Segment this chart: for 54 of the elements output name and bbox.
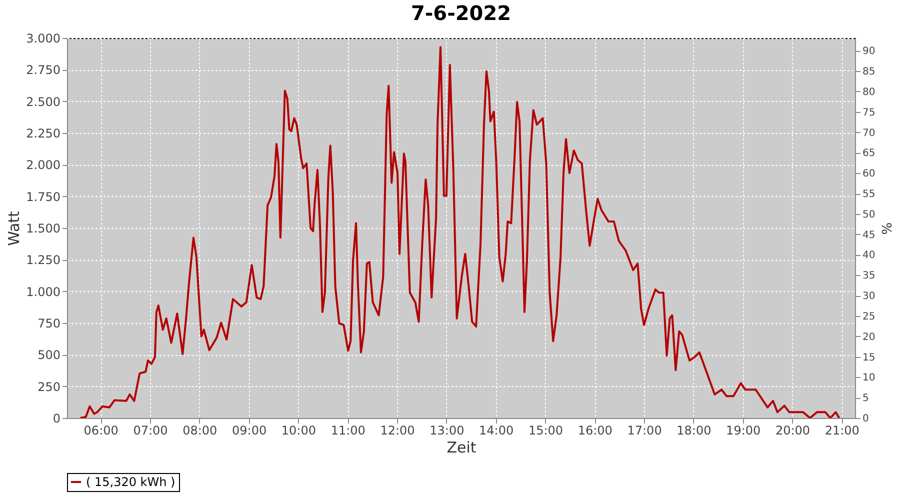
chart-title: 7-6-2022 [410,1,512,25]
y2-tick-label: 20 [862,332,876,343]
y2-tick-label: 30 [862,291,876,302]
y2-axis-title: % [878,222,894,235]
y-tick-label: 1.000 [26,284,60,299]
x-axis-title: Zeit [446,438,476,456]
x-tick-label: 17:00 [627,424,662,438]
y-tick-label: 2.750 [26,63,60,78]
y2-tick-label: 15 [862,352,876,364]
y2-tick-label: 75 [862,107,876,118]
x-tick-label: 11:00 [330,424,366,438]
y2-tick-label: 90 [862,46,876,58]
x-tick-label: 20:00 [775,424,810,438]
y2-tick-label: 80 [862,86,876,98]
x-tick-label: 21:00 [824,424,860,438]
line-series [79,46,840,418]
y-tick-label: 1.500 [26,222,60,236]
x-tick-label: 07:00 [133,424,168,438]
x-tick-label: 09:00 [232,424,267,438]
x-tick-label: 12:00 [380,424,415,438]
legend-label: ( 15,320 kWh ) [86,475,176,489]
y-tick-label: 0 [52,412,60,426]
y-tick-label: 500 [38,348,60,362]
y-tick-label: 750 [38,316,60,330]
x-tick-label: 15:00 [528,424,564,438]
x-tick-label: 08:00 [182,424,218,438]
x-tick-label: 19:00 [726,424,761,438]
y2-tick-label: 5 [862,393,869,404]
y2-tick-label: 0 [862,414,869,424]
y-tick-label: 1.250 [26,253,60,268]
y2-tick-label: 60 [862,168,876,180]
y2-tick-label: 25 [862,311,876,322]
y-tick-label: 2.500 [26,94,60,109]
y2-tick-label: 50 [862,209,876,220]
y-tick-label: 3.000 [26,32,60,46]
y2-tick-label: 45 [862,230,876,241]
x-tick-label: 13:00 [430,424,464,438]
y2-tick-label: 85 [862,66,876,78]
x-tick-label: 16:00 [578,424,612,438]
y2-tick-label: 70 [862,128,876,139]
x-tick-label: 10:00 [281,424,316,438]
y2-tick-label: 65 [862,148,876,160]
y-tick-label: 2.250 [26,126,60,140]
y2-tick-label: 40 [862,250,876,262]
y2-tick-label: 55 [862,189,876,200]
y-axis-title: Watt [5,210,24,246]
y2-tick-label: 35 [862,270,876,282]
y-tick-label: 250 [38,380,60,394]
x-tick-label: 14:00 [479,424,514,438]
x-tick-label: 18:00 [676,424,712,438]
y2-tick-label: 10 [862,372,876,384]
y-tick-label: 1.750 [26,190,60,204]
y-tick-label: 2.000 [26,158,60,172]
x-tick-label: 06:00 [84,424,118,438]
